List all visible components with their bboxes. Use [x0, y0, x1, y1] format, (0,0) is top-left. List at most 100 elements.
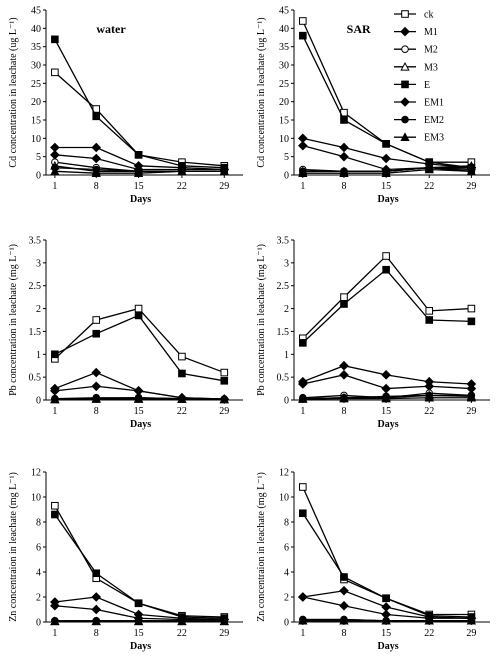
data-point [299, 31, 307, 40]
y-tick-label: 2 [36, 593, 41, 604]
x-tick-label: 22 [177, 406, 187, 417]
data-point [92, 112, 101, 121]
data-point [133, 394, 144, 403]
data-point [91, 592, 102, 602]
y-tick-label: 45 [279, 6, 289, 17]
data-point [299, 17, 307, 25]
chart-panel-cd-sar: 0 5 10 15 20 25 30 35 40 45 1 8 15 22 29 Days Cd concent… [256, 6, 490, 205]
x-axis-label: Days [378, 641, 399, 652]
data-point [220, 368, 229, 377]
data-point [381, 602, 391, 612]
legend-label: EM3 [424, 133, 444, 144]
data-point [91, 394, 101, 403]
series-line [302, 35, 472, 169]
data-point [51, 350, 59, 359]
y-tick-label: 2.5 [277, 281, 290, 292]
y-tick-label: 0 [284, 171, 289, 182]
y-axis-label: Pb concentration in leachate (mg L⁻¹) [256, 244, 267, 396]
y-tick-label: 0.5 [29, 373, 42, 384]
x-tick-label: 1 [300, 628, 305, 639]
series-e [299, 31, 476, 172]
legend-label: E [424, 80, 430, 91]
y-tick-label: 30 [31, 61, 41, 72]
data-point [425, 316, 434, 324]
data-point [51, 501, 59, 510]
legend-entry-m2: M2 [394, 45, 438, 56]
x-tick-label: 29 [466, 406, 476, 417]
x-tick-label: 1 [52, 181, 57, 192]
y-tick-label: 4 [36, 568, 41, 579]
legend-marker [400, 26, 410, 37]
x-axis-label: Days [378, 194, 399, 205]
x-tick-label: 22 [177, 628, 187, 639]
chart-panel-pb-water: 0 0.5 1 1.5 2 2.5 3 3.5 1 8 15 22 29 Days Pb concentra… [8, 236, 243, 430]
x-tick-label: 15 [134, 628, 144, 639]
data-point [425, 307, 434, 315]
series-em3 [298, 164, 477, 177]
data-point [133, 168, 144, 177]
legend-marker [400, 97, 410, 107]
legend-entry-ck: ck [394, 10, 433, 21]
data-point [298, 376, 308, 387]
y-tick-label: 3.5 [29, 236, 42, 247]
y-tick-label: 0 [36, 618, 41, 629]
data-point [50, 394, 60, 404]
y-tick-label: 20 [31, 97, 41, 108]
y-tick-label: 3.5 [277, 236, 290, 247]
y-tick-label: 40 [31, 24, 41, 35]
data-point [466, 615, 477, 625]
data-point [91, 153, 102, 164]
y-tick-label: 10 [279, 134, 289, 145]
data-point [339, 151, 349, 162]
series-e [51, 35, 229, 172]
data-point [424, 392, 434, 402]
x-tick-label: 29 [219, 628, 229, 639]
data-point [219, 166, 229, 176]
data-point [340, 116, 348, 124]
data-point [298, 592, 308, 602]
series-e [299, 265, 476, 347]
legend-marker [400, 61, 410, 71]
data-point [339, 585, 349, 596]
data-point [133, 386, 144, 396]
legend-label: ck [424, 10, 433, 21]
panel-title: SAR [347, 22, 371, 36]
x-tick-label: 29 [466, 181, 476, 192]
x-tick-label: 15 [381, 406, 391, 417]
data-point [467, 317, 476, 326]
data-point [298, 394, 308, 403]
y-tick-label: 10 [31, 493, 41, 504]
series-line [302, 268, 472, 344]
data-point [382, 252, 390, 260]
y-tick-label: 6 [36, 543, 41, 554]
y-tick-label: 2.5 [29, 281, 42, 292]
data-point [92, 569, 101, 578]
y-tick-label: 0 [284, 618, 289, 629]
series-em3 [298, 392, 477, 403]
legend-label: EM1 [424, 98, 444, 109]
data-point [298, 168, 308, 177]
series-em3 [50, 394, 229, 404]
x-tick-label: 22 [177, 181, 187, 192]
data-point [219, 394, 229, 404]
data-point [92, 316, 101, 324]
y-tick-label: 8 [284, 518, 289, 529]
data-point [92, 329, 101, 338]
y-tick-label: 1 [284, 350, 289, 361]
data-point [467, 304, 476, 313]
data-point [134, 311, 143, 320]
x-tick-label: 8 [341, 181, 346, 192]
data-point [339, 393, 349, 403]
y-axis-label: Pb concentration in leachate (mg L⁻¹) [8, 244, 19, 396]
series-em3 [298, 615, 477, 625]
data-point [340, 293, 348, 301]
y-tick-label: 2 [284, 304, 289, 315]
data-point [424, 615, 434, 625]
data-point [466, 166, 477, 176]
legend: ck M1 M2 M3 E EM1 EM2 EM3 [394, 10, 444, 144]
data-point [466, 392, 477, 402]
data-point [91, 616, 101, 626]
y-axis-label: Zn concentraion in leachate (mg L⁻¹) [256, 472, 267, 622]
legend-entry-em1: EM1 [394, 97, 444, 109]
y-tick-label: 2 [284, 593, 289, 604]
